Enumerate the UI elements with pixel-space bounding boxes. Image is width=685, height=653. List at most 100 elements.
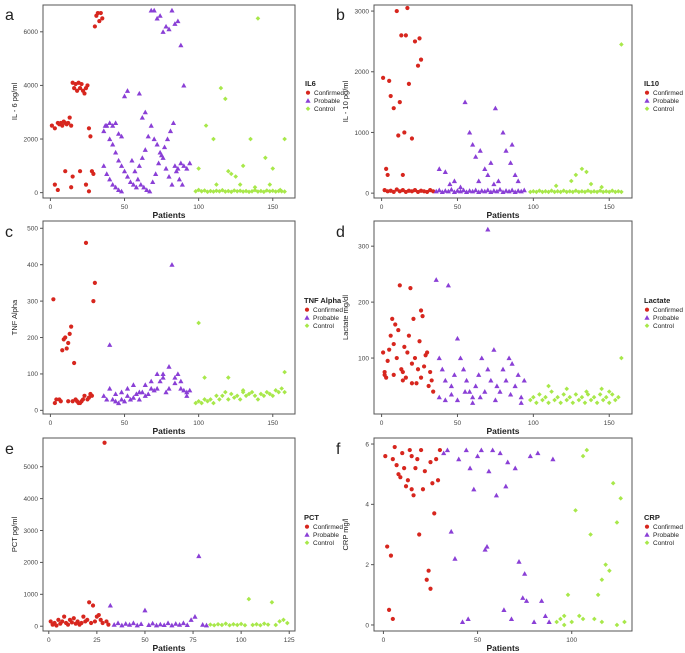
data-point-probable	[113, 120, 119, 126]
data-point-control	[225, 375, 231, 380]
data-point-control	[267, 188, 273, 194]
data-point-probable	[181, 163, 187, 168]
data-point-control	[534, 400, 539, 406]
data-point-probable	[107, 136, 113, 142]
data-point-control	[531, 394, 536, 400]
data-point-probable	[515, 188, 521, 193]
legend-label-control: Control	[314, 106, 336, 113]
data-point-confirmed	[394, 8, 399, 14]
x-tick-label: 100	[528, 204, 539, 211]
data-point-control	[225, 188, 231, 194]
data-point-probable	[176, 176, 182, 182]
data-point-probable	[474, 453, 481, 459]
data-point-confirmed	[67, 331, 72, 336]
data-point-probable	[448, 391, 454, 397]
panel-letter: d	[336, 224, 345, 241]
data-point-probable	[518, 400, 524, 405]
data-point-confirmed	[406, 333, 412, 338]
data-point-control	[240, 388, 246, 393]
data-point-confirmed	[80, 397, 86, 402]
data-point-confirmed	[412, 355, 418, 361]
data-point-probable	[451, 189, 458, 195]
data-point-probable	[115, 620, 121, 626]
legend-marker-probable	[644, 315, 650, 320]
data-point-confirmed	[85, 83, 90, 88]
data-point-confirmed	[81, 614, 86, 619]
data-point-confirmed	[415, 63, 421, 68]
data-point-control	[282, 389, 287, 395]
data-point-confirmed	[390, 616, 395, 622]
data-point-probable	[507, 160, 514, 165]
data-point-control	[264, 389, 270, 395]
panel-letter: b	[336, 7, 345, 24]
data-point-probable	[130, 620, 137, 626]
data-point-control	[258, 188, 264, 194]
data-point-probable	[163, 165, 169, 171]
data-point-probable	[460, 366, 467, 372]
data-point-probable	[521, 377, 527, 383]
data-point-control	[234, 622, 240, 628]
data-point-probable	[187, 387, 193, 393]
data-point-control	[231, 622, 236, 627]
data-point-probable	[154, 371, 160, 377]
data-point-confirmed	[403, 484, 409, 489]
data-point-control	[576, 189, 582, 195]
data-point-control	[568, 178, 574, 184]
data-point-probable	[167, 128, 174, 134]
data-point-confirmed	[394, 463, 399, 468]
data-point-confirmed	[415, 457, 420, 462]
y-tick-label: 100	[27, 371, 38, 378]
data-point-control	[549, 188, 554, 194]
data-point-probable	[136, 163, 142, 168]
data-point-confirmed	[428, 460, 433, 465]
data-point-probable	[451, 178, 458, 184]
data-point-control	[600, 397, 606, 403]
legend-title: TNF Alpha	[304, 296, 342, 305]
data-point-control	[561, 392, 567, 397]
data-point-confirmed	[90, 603, 96, 608]
data-point-confirmed	[85, 617, 90, 622]
y-tick-label: 4000	[24, 496, 39, 503]
y-tick-label: 5000	[24, 464, 39, 471]
data-point-probable	[126, 622, 133, 627]
data-point-probable	[151, 136, 157, 142]
data-point-probable	[172, 380, 178, 386]
data-point-probable	[133, 391, 139, 397]
data-point-probable	[509, 361, 515, 366]
data-point-control	[573, 392, 579, 397]
data-point-control	[277, 619, 282, 624]
data-point-confirmed	[394, 187, 399, 192]
data-point-confirmed	[408, 286, 413, 291]
data-point-confirmed	[411, 493, 416, 498]
data-point-probable	[527, 453, 533, 459]
data-point-probable	[153, 622, 160, 628]
data-point-control	[227, 622, 232, 628]
data-point-confirmed	[89, 393, 95, 398]
legend-title: IL6	[305, 79, 316, 88]
data-point-probable	[506, 355, 512, 361]
data-point-probable	[142, 109, 148, 115]
data-point-confirmed	[104, 619, 109, 624]
data-point-confirmed	[413, 466, 418, 471]
y-axis-label: Lactate mg/dl	[341, 295, 350, 340]
data-point-probable	[176, 622, 183, 627]
data-point-probable	[465, 616, 471, 622]
y-tick-label: 1000	[355, 130, 370, 137]
data-point-confirmed	[54, 397, 59, 402]
data-point-confirmed	[400, 450, 405, 456]
x-tick-label: 50	[474, 637, 482, 644]
data-point-probable	[494, 188, 500, 194]
data-point-probable	[492, 397, 499, 403]
data-point-confirmed	[405, 350, 410, 355]
plot-frame	[373, 4, 633, 199]
legend-label-probable: Probable	[653, 315, 679, 322]
data-point-probable	[433, 277, 439, 282]
data-point-control	[573, 188, 579, 194]
data-points	[381, 226, 624, 406]
legend-marker-confirmed	[304, 307, 310, 312]
x-axis-label: Patients	[152, 643, 185, 653]
data-point-control	[267, 391, 273, 397]
data-point-probable	[184, 389, 190, 395]
data-point-confirmed	[48, 619, 53, 624]
